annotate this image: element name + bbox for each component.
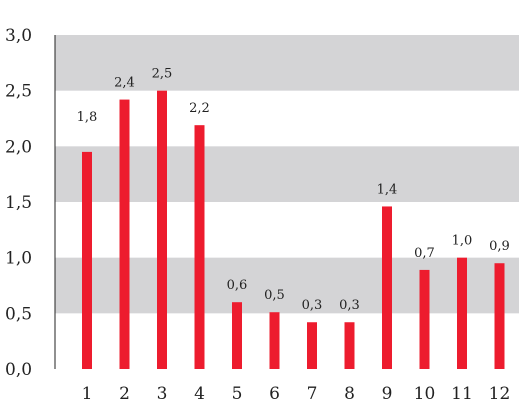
bar — [232, 302, 242, 369]
x-tick-label: 7 — [307, 384, 318, 404]
data-label: 2,5 — [152, 67, 173, 82]
x-tick-label: 9 — [382, 384, 393, 404]
bar — [269, 312, 280, 369]
x-tick-label: 3 — [157, 384, 168, 404]
bar — [382, 206, 392, 369]
data-label: 0,3 — [302, 298, 323, 313]
y-tick-label: 2,0 — [5, 137, 32, 157]
bar — [344, 322, 355, 369]
bar — [157, 90, 167, 370]
bar — [457, 257, 467, 369]
x-tick-label: 4 — [194, 384, 205, 404]
data-label: 0,6 — [227, 278, 248, 293]
x-tick-label: 6 — [269, 384, 280, 404]
grid-band — [55, 35, 519, 91]
data-label: 0,9 — [489, 239, 510, 254]
data-label: 1,0 — [452, 234, 473, 249]
data-label: 0,3 — [339, 298, 360, 313]
data-label: 0,7 — [414, 246, 435, 261]
x-tick-label: 5 — [232, 384, 243, 404]
data-labels: 1,8 2,4 2,5 2,2 0,6 0,5 0,3 0,3 1,4 0,7 1,0 0,9 — [77, 67, 510, 314]
y-tick-label: 3,0 — [5, 26, 32, 46]
bars — [82, 90, 505, 370]
x-tick-label: 1 — [82, 384, 93, 404]
bar — [82, 151, 92, 369]
grid-band — [55, 146, 519, 202]
data-label: 2,2 — [189, 101, 210, 116]
data-label: 2,4 — [114, 76, 135, 91]
bar — [419, 269, 430, 369]
bar — [119, 99, 130, 369]
y-tick-label: 2,5 — [5, 82, 32, 102]
y-axis-ticks: 0,0 0,5 1,0 1,5 2,0 2,5 3,0 — [5, 26, 32, 380]
bar — [194, 125, 205, 370]
y-tick-label: 1,0 — [5, 249, 32, 269]
bar — [494, 263, 505, 369]
y-tick-label: 0,5 — [5, 304, 32, 324]
x-tick-label: 10 — [414, 384, 436, 404]
x-axis-ticks: 1 2 3 4 5 6 7 8 9 10 11 12 — [82, 384, 511, 404]
x-tick-label: 12 — [489, 384, 511, 404]
bar — [307, 322, 317, 369]
x-tick-label: 11 — [451, 384, 473, 404]
y-tick-label: 1,5 — [5, 193, 32, 213]
data-label: 0,5 — [264, 288, 285, 303]
grid-band — [55, 257, 519, 314]
y-tick-label: 0,0 — [5, 360, 32, 380]
grid-bands — [55, 35, 519, 314]
x-tick-label: 8 — [344, 384, 355, 404]
data-label: 1,4 — [377, 182, 398, 197]
x-tick-label: 2 — [119, 384, 130, 404]
data-label: 1,8 — [77, 110, 98, 125]
